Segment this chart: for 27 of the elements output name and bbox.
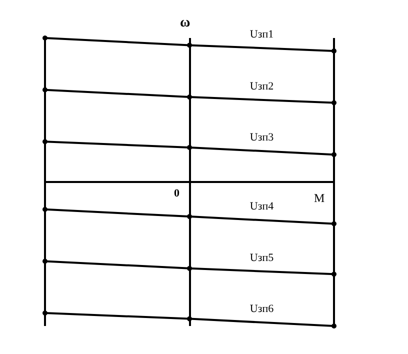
y-axis-title: ω — [180, 16, 190, 30]
point — [187, 94, 192, 100]
series-label: Uзп3 — [250, 132, 274, 144]
point — [42, 139, 48, 144]
point — [42, 36, 48, 40]
point — [187, 266, 192, 271]
series-label: Uзп5 — [250, 252, 274, 264]
annotation: 0 — [174, 188, 180, 200]
point — [42, 310, 48, 316]
series-label: Uзп4 — [250, 200, 274, 213]
point — [187, 316, 192, 322]
point — [42, 258, 48, 264]
point — [332, 48, 336, 54]
point — [332, 152, 336, 158]
series-label: Uзп6 — [250, 302, 274, 315]
point — [332, 324, 336, 328]
point — [42, 87, 48, 92]
series-label: Uзп2 — [250, 80, 274, 92]
x-axis-title: M — [314, 191, 325, 205]
series-label: Uзп1 — [250, 28, 274, 41]
point — [42, 206, 48, 212]
point — [187, 214, 192, 220]
point — [332, 272, 336, 277]
point — [332, 221, 336, 226]
point — [187, 42, 192, 48]
point — [332, 100, 336, 106]
point — [187, 144, 192, 150]
